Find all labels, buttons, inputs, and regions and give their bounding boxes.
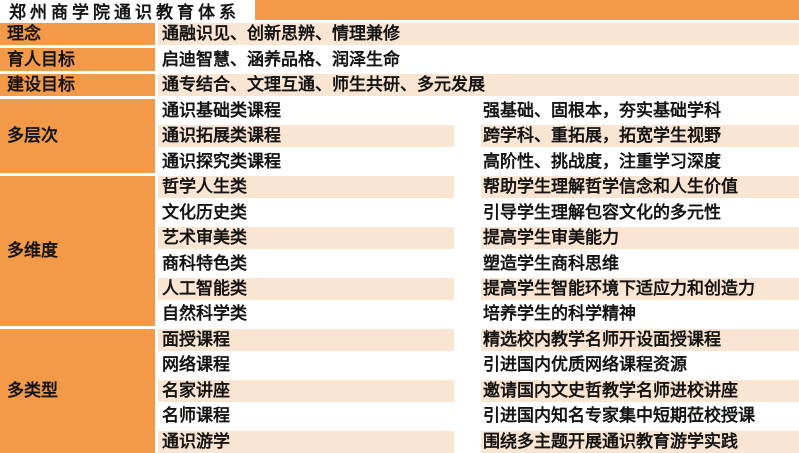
course-type-cell: 通识基础类课程 xyxy=(158,99,454,122)
section-header: 多维度 xyxy=(0,175,155,326)
course-desc-cell: 邀请国内文史哲教学名师进校讲座 xyxy=(481,379,799,403)
row-header: 育人目标 xyxy=(0,48,155,71)
row-content: 通融识见、创新思辨、情理兼修 xyxy=(158,23,799,46)
course-type-cell: 哲学人生类 xyxy=(158,175,454,199)
course-type-cell: 艺术审美类 xyxy=(158,226,454,250)
course-desc-cell: 培养学生的科学精神 xyxy=(481,303,799,326)
row-header: 建设目标 xyxy=(0,73,155,97)
course-desc-cell: 提高学生审美能力 xyxy=(481,226,799,250)
course-desc-cell: 帮助学生理解哲学信念和人生价值 xyxy=(481,175,799,199)
course-type-cell: 通识拓展类课程 xyxy=(158,124,454,148)
row-content: 启迪智慧、涵养品格、润泽生命 xyxy=(158,48,799,71)
course-desc-cell: 提高学生智能环境下适应力和创造力 xyxy=(481,277,799,301)
section-header: 多类型 xyxy=(0,328,155,453)
course-desc-cell: 高阶性、挑战度，注重学习深度 xyxy=(481,150,799,173)
course-type-cell: 自然科学类 xyxy=(158,303,454,326)
course-desc-cell: 精选校内教学名师开设面授课程 xyxy=(481,328,799,352)
title-bar-fill xyxy=(255,0,799,20)
row-header: 理念 xyxy=(0,23,155,46)
course-type-cell: 文化历史类 xyxy=(158,201,454,224)
course-type-cell: 网络课程 xyxy=(158,354,454,377)
course-type-cell: 名家讲座 xyxy=(158,379,454,403)
page-title: 郑州商学院通识教育体系 xyxy=(0,0,252,22)
course-type-cell: 通识游学 xyxy=(158,430,454,453)
section-header: 多层次 xyxy=(0,99,155,173)
course-type-cell: 名师课程 xyxy=(158,405,454,428)
course-desc-cell: 引进国内知名专家集中短期莅校授课 xyxy=(481,405,799,428)
row-content: 通专结合、文理互通、师生共研、多元发展 xyxy=(158,73,799,97)
course-desc-cell: 跨学科、重拓展，拓宽学生视野 xyxy=(481,124,799,148)
course-desc-cell: 强基础、固根本，夯实基础学科 xyxy=(481,99,799,122)
course-desc-cell: 围绕多主题开展通识教育游学实践 xyxy=(481,430,799,453)
course-type-cell: 人工智能类 xyxy=(158,277,454,301)
course-desc-cell: 引导学生理解包容文化的多元性 xyxy=(481,201,799,224)
course-desc-cell: 塑造学生商科思维 xyxy=(481,252,799,275)
course-type-cell: 面授课程 xyxy=(158,328,454,352)
course-desc-cell: 引进国内优质网络课程资源 xyxy=(481,354,799,377)
course-type-cell: 商科特色类 xyxy=(158,252,454,275)
course-type-cell: 通识探究类课程 xyxy=(158,150,454,173)
title-row: 郑州商学院通识教育体系 xyxy=(0,0,799,22)
